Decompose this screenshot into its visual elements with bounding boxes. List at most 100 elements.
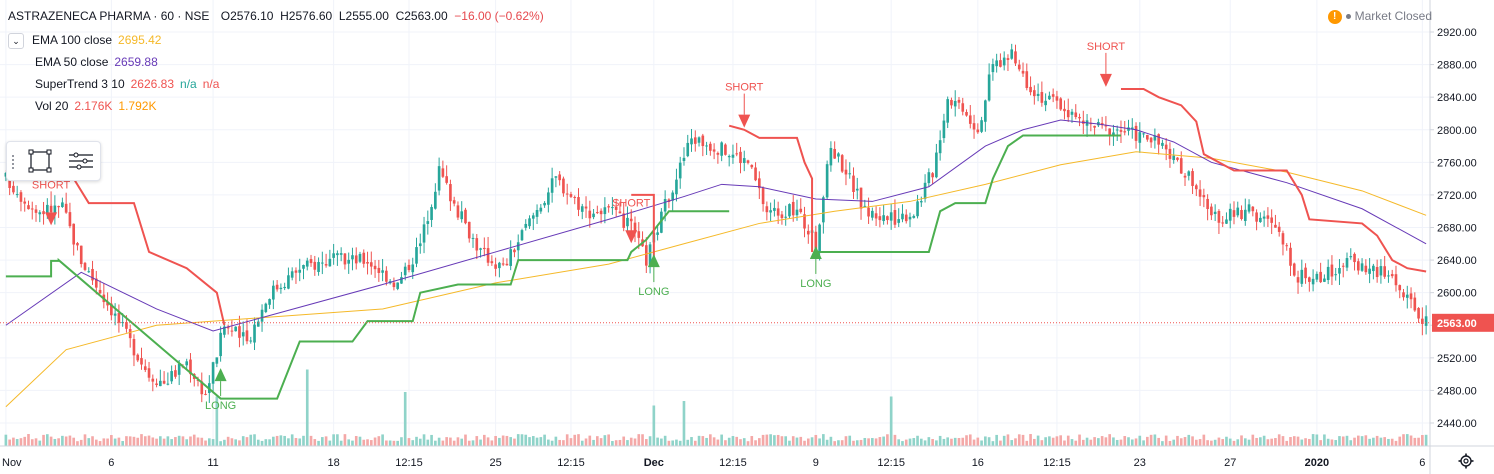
candle-body <box>19 192 23 202</box>
volume-bar <box>709 434 712 446</box>
volume-bar <box>1070 439 1074 446</box>
candle-body <box>550 178 554 193</box>
grid <box>0 0 1430 446</box>
volume-bar <box>750 436 754 446</box>
candle-body <box>185 361 189 366</box>
legend-row-supertrend[interactable]: SuperTrend 3 10 2626.83 n/a n/a <box>8 76 219 98</box>
volume-bar <box>328 440 332 446</box>
candle-body <box>731 154 735 158</box>
volume-bar <box>1356 435 1360 446</box>
candle-body <box>264 303 268 313</box>
rectangle-icon[interactable] <box>27 148 53 174</box>
volume-bar <box>290 434 294 446</box>
price-axis[interactable]: 2440.002480.002520.002560.002600.002640.… <box>1430 27 1494 430</box>
volume-bar <box>1161 441 1164 446</box>
volume-bar <box>87 438 91 446</box>
volume-bar <box>531 436 535 446</box>
volume-bar <box>1093 437 1096 446</box>
volume-bar <box>678 440 682 446</box>
candle-body <box>482 247 486 250</box>
candle-body <box>603 207 607 215</box>
candle-body <box>1225 219 1228 224</box>
volume-bar <box>588 435 592 446</box>
candle-body <box>166 383 170 385</box>
candle-body <box>987 74 991 101</box>
change-value: −16.00 (−0.62%) <box>454 9 544 23</box>
candle-body <box>773 207 776 211</box>
volume-bar <box>580 440 584 446</box>
gear-icon[interactable] <box>1458 453 1474 469</box>
volume-bar <box>1059 435 1063 446</box>
volume-bar <box>1277 434 1281 446</box>
candle-body <box>226 326 230 329</box>
volume-bar <box>1029 434 1032 446</box>
candle-body <box>1179 158 1183 174</box>
candle-body <box>117 312 121 323</box>
volume-bar <box>671 440 674 446</box>
volume-bar <box>241 436 245 446</box>
drag-handle[interactable] <box>12 153 16 169</box>
volume-bar <box>1179 438 1183 446</box>
candle-body <box>434 191 437 209</box>
candle-body <box>121 322 124 324</box>
candle-body <box>430 207 433 220</box>
candle-body <box>256 321 260 327</box>
candle-body <box>919 201 923 203</box>
candle-body <box>577 197 580 210</box>
time-tick-label: 27 <box>1224 457 1236 469</box>
candle-body <box>42 211 45 215</box>
volume-bar <box>520 434 524 446</box>
time-axis[interactable]: Nov 6 11 18 12:15 25 12:15 Dec 12:15 9 12:15 16 12:1… <box>2 457 1425 469</box>
candle-body <box>1360 263 1364 271</box>
volume-bar <box>19 438 23 446</box>
warning-icon[interactable]: ! <box>1327 9 1342 24</box>
candle-body <box>814 231 818 250</box>
volume-bar <box>746 441 750 446</box>
price-tick-label: 2680.00 <box>1437 223 1477 235</box>
volume-bar <box>1353 437 1356 446</box>
candle-body <box>806 230 810 235</box>
candle-body <box>396 282 399 289</box>
short-signal-marker <box>1099 73 1112 87</box>
hamburger-icon[interactable] <box>67 148 93 174</box>
legend-row-volume[interactable]: Vol 20 2.176K 1.792K <box>8 98 219 120</box>
volume-bar <box>452 440 456 446</box>
drawing-toolbox[interactable] <box>6 141 101 181</box>
volume-bar <box>313 439 317 446</box>
volume-bar <box>279 435 283 446</box>
volume-bar <box>1157 437 1160 446</box>
market-status[interactable]: ! Market Closed <box>1327 9 1432 24</box>
candle-body <box>456 205 460 218</box>
volume-bar <box>953 437 957 446</box>
candle-body <box>701 135 705 147</box>
candle-body <box>844 169 848 175</box>
volume-bar <box>528 437 531 446</box>
volume-bar <box>98 441 102 446</box>
volume-bar <box>354 436 358 446</box>
chevron-down-icon[interactable]: ⌄ <box>8 32 24 49</box>
volume-bar <box>456 437 460 446</box>
volume-bar <box>196 437 200 446</box>
volume-bar <box>226 436 230 446</box>
candle-body <box>829 147 833 166</box>
legend-row-ema50[interactable]: EMA 50 close 2659.88 <box>8 54 219 76</box>
volume-bar <box>79 439 83 446</box>
legend-row-ema100[interactable]: ⌄ EMA 100 close 2695.42 <box>8 32 219 54</box>
candle-body <box>159 380 162 387</box>
supertrend-down-line <box>631 193 655 261</box>
volume-bar <box>577 434 580 446</box>
volume-bar <box>1274 438 1277 446</box>
candle-body <box>788 204 791 217</box>
candle-body <box>170 371 173 382</box>
candle-body <box>422 224 426 243</box>
volume-bar <box>791 436 795 446</box>
volume-bar <box>550 440 554 446</box>
candle-body <box>147 368 151 378</box>
volume-bar <box>437 437 441 446</box>
symbol-title: ASTRAZENECA PHARMA · 60 · NSE <box>8 9 210 23</box>
short-signal-label: SHORT <box>725 82 764 94</box>
volume-bar <box>343 434 347 446</box>
volume-bar <box>1240 435 1243 446</box>
volume-bar <box>1006 434 1010 446</box>
